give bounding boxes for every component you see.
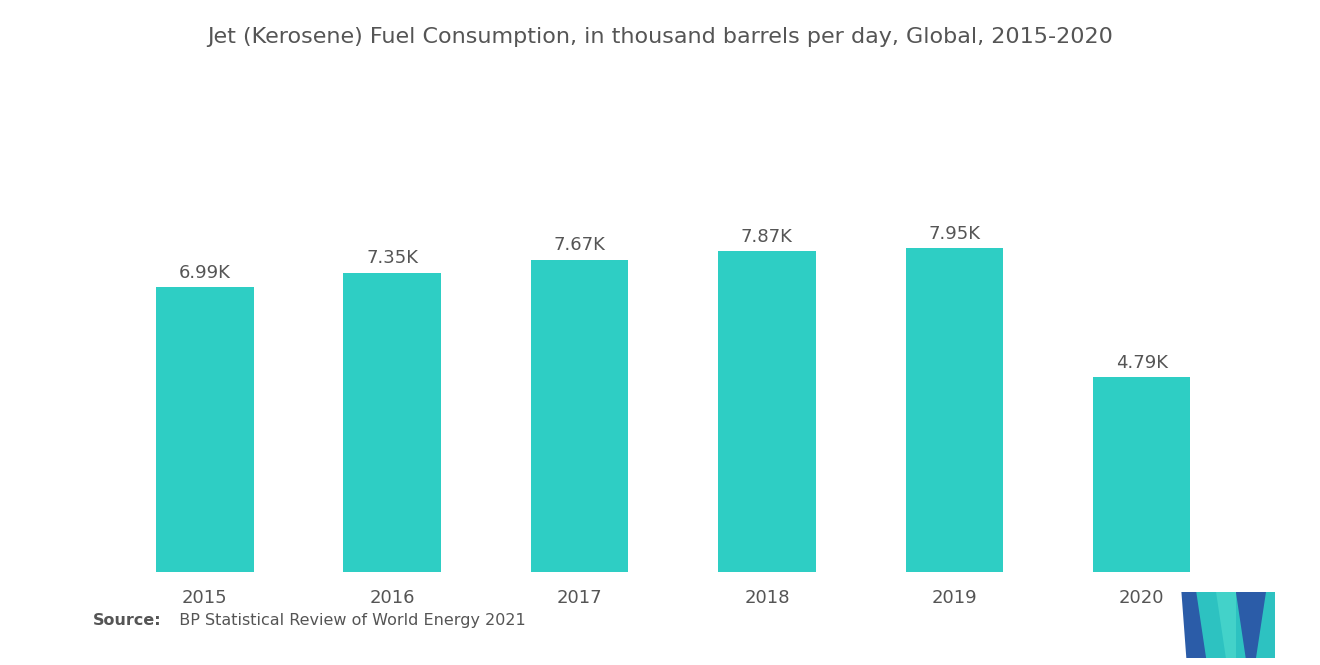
Polygon shape: [1196, 592, 1246, 658]
Text: 7.87K: 7.87K: [741, 228, 793, 246]
Text: 6.99K: 6.99K: [180, 264, 231, 282]
Bar: [718, 251, 816, 572]
Polygon shape: [1236, 592, 1275, 658]
Polygon shape: [1255, 592, 1275, 658]
Bar: [906, 248, 1003, 572]
Text: Source:: Source:: [92, 613, 161, 628]
Bar: [343, 273, 441, 572]
Text: 7.95K: 7.95K: [928, 225, 981, 243]
Text: 7.67K: 7.67K: [553, 236, 606, 254]
Text: Jet (Kerosene) Fuel Consumption, in thousand barrels per day, Global, 2015-2020: Jet (Kerosene) Fuel Consumption, in thou…: [207, 27, 1113, 47]
Text: BP Statistical Review of World Energy 2021: BP Statistical Review of World Energy 20…: [169, 613, 525, 628]
Text: 4.79K: 4.79K: [1115, 354, 1168, 372]
Text: 7.35K: 7.35K: [366, 249, 418, 267]
Bar: [531, 259, 628, 572]
Bar: [1093, 377, 1191, 572]
Polygon shape: [1181, 592, 1226, 658]
Bar: [156, 287, 253, 572]
